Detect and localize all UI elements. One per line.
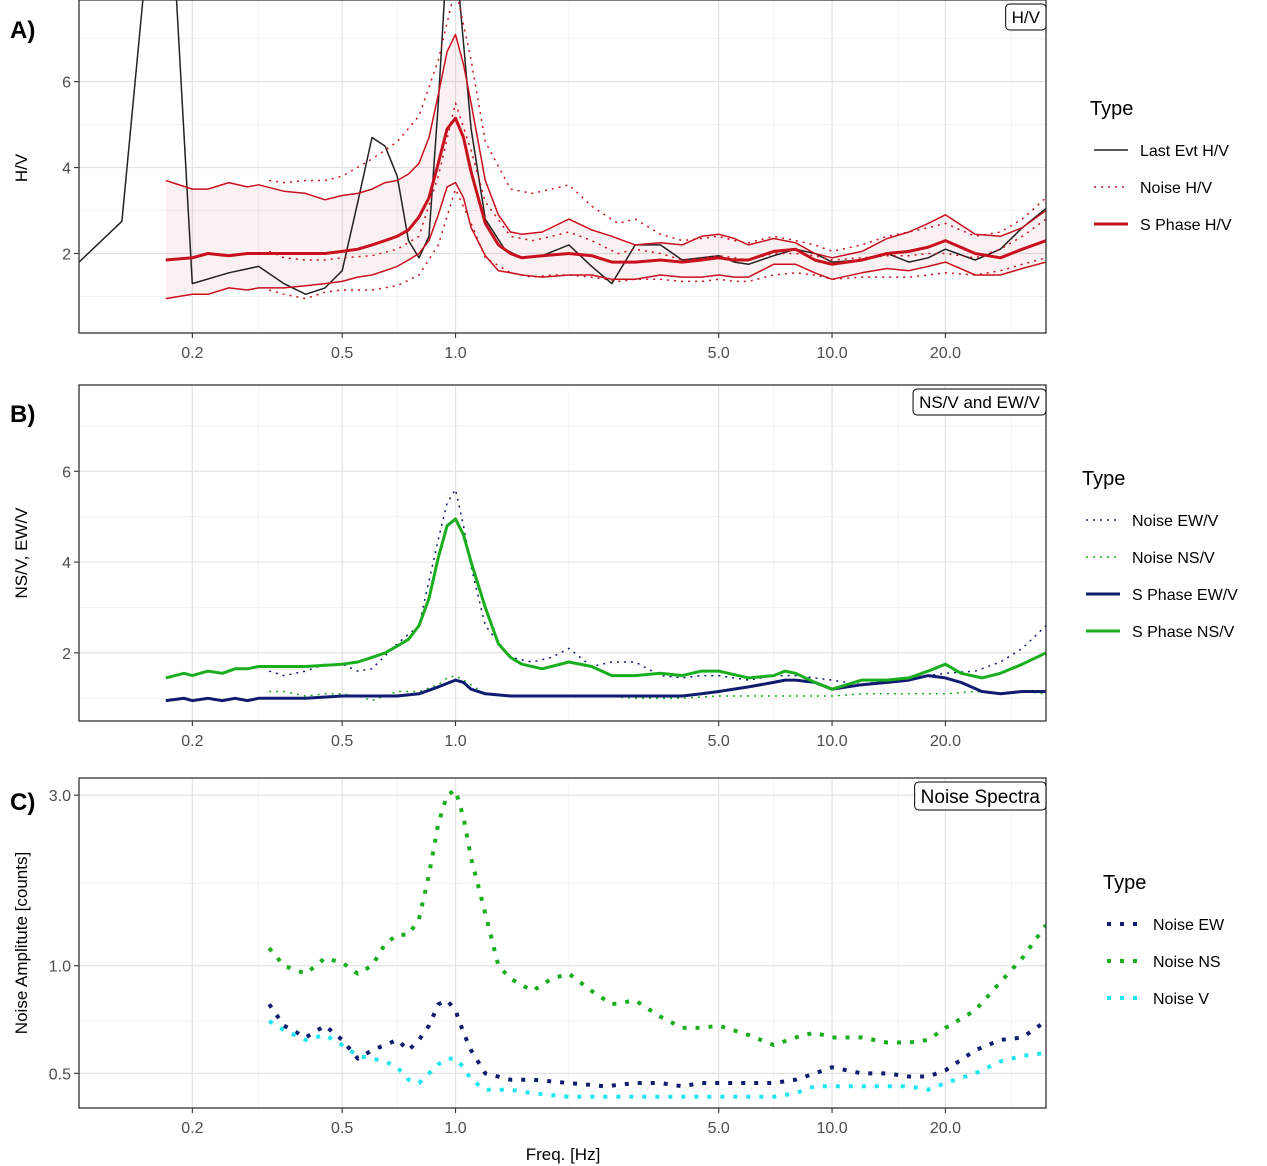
panel-3: 0.5 1.0 3.0 0.2 0.5 1.0 5.0 10.0 20.0 Noise Ampli… — [10, 777, 1225, 1137]
legend-label: S Phase H/V — [1140, 217, 1232, 234]
legend-label: Last Evt H/V — [1140, 143, 1229, 160]
x-tick-label: 10.0 — [816, 733, 847, 750]
panel-border — [78, 0, 1047, 334]
panel-title: H/V — [1012, 8, 1041, 27]
plot-area — [79, 385, 1046, 721]
legend-label: Noise H/V — [1140, 180, 1212, 197]
y-tick-label: 1.0 — [49, 959, 71, 976]
series-noise-h-v-lower — [268, 188, 1046, 300]
panel-2: 2 4 6 0.2 0.5 1.0 5.0 10.0 20.0 NS/V, EW/V B) NS/V … — [10, 384, 1238, 750]
legend-title: Type — [1082, 468, 1125, 490]
panel-tag: C) — [10, 789, 35, 816]
legend-title: Type — [1090, 98, 1133, 120]
x-tick-label: 5.0 — [708, 1120, 730, 1137]
y-tick-label: 0.5 — [49, 1066, 71, 1083]
panel-title: NS/V and EW/V — [919, 393, 1041, 412]
y-axis-label: Noise Amplitute [counts] — [12, 852, 31, 1034]
panel-title-box — [914, 781, 1047, 811]
series-s-phase-h-v — [165, 116, 1046, 266]
series-noise-ew — [267, 998, 1046, 1089]
series-s-phase-ew-v — [165, 674, 1046, 703]
x-tick-label: 1.0 — [444, 345, 466, 362]
panel-border — [78, 384, 1047, 722]
y-tick-label: 4 — [62, 555, 71, 572]
x-tick-label: 5.0 — [708, 733, 730, 750]
panel-tag: B) — [10, 401, 35, 428]
y-tick-label: 2 — [62, 646, 71, 663]
x-tick-label: 10.0 — [816, 345, 847, 362]
plot-area — [79, 778, 1046, 1108]
legend-label: S Phase EW/V — [1132, 587, 1238, 604]
x-tick-label: 0.5 — [331, 1120, 353, 1137]
x-tick-label: 20.0 — [930, 1120, 961, 1137]
x-tick-label: 20.0 — [930, 733, 961, 750]
legend-label: Noise V — [1153, 991, 1209, 1008]
x-tick-label: 10.0 — [816, 1120, 847, 1137]
legend-label: Noise EW/V — [1132, 513, 1219, 530]
legend: Type Noise EW Noise NS Noise V — [1103, 872, 1225, 1008]
panel-title-box — [1005, 3, 1047, 31]
plot-series — [267, 788, 1046, 1099]
x-tick-label: 0.5 — [331, 733, 353, 750]
legend-label: Noise NS — [1153, 954, 1221, 971]
x-tick-label: 0.5 — [331, 345, 353, 362]
panel-title-box — [912, 388, 1047, 416]
series-noise-ns-v — [269, 674, 1046, 702]
x-tick-label: 0.2 — [181, 345, 203, 362]
legend: Type Last Evt H/V Noise H/V S Phase H/V — [1090, 98, 1232, 234]
plot-series — [79, 0, 1046, 300]
legend-label: Noise NS/V — [1132, 550, 1215, 567]
x-tick-label: 5.0 — [708, 345, 730, 362]
y-tick-label: 2 — [62, 247, 71, 264]
series-noise-h-v — [268, 102, 1046, 261]
panel-1: 2 4 6 0.2 0.5 1.0 5.0 10.0 20.0 H/V A) H/V Type Last … — [10, 0, 1232, 362]
y-axis-label: H/V — [12, 153, 31, 182]
x-tick-label: 0.2 — [181, 733, 203, 750]
band-s-phase-h-v — [165, 34, 1046, 299]
x-tick-label: 0.2 — [181, 1120, 203, 1137]
plot-area — [79, 0, 1046, 333]
y-tick-label: 6 — [62, 75, 71, 92]
series-s-phase-ns-v — [165, 517, 1046, 691]
panel-tag: A) — [10, 17, 35, 44]
x-tick-label: 1.0 — [444, 733, 466, 750]
y-axis-label: NS/V, EW/V — [12, 507, 31, 599]
legend-title: Type — [1103, 872, 1146, 894]
legend-label: Noise EW — [1153, 917, 1225, 934]
series-s-phase-h-v-upper — [165, 33, 1046, 259]
y-tick-label: 3.0 — [49, 788, 71, 805]
panel-title: Noise Spectra — [921, 787, 1041, 808]
y-tick-label: 6 — [62, 464, 71, 481]
series-noise-ns — [267, 788, 1046, 1047]
x-tick-label: 1.0 — [444, 1120, 466, 1137]
plot-series — [165, 488, 1046, 703]
legend: Type Noise EW/V Noise NS/V S Phase EW/V S Ph… — [1082, 468, 1238, 641]
x-tick-label: 20.0 — [930, 345, 961, 362]
panel-border — [78, 777, 1047, 1109]
legend-label: S Phase NS/V — [1132, 624, 1235, 641]
series-s-phase-h-v-lower — [165, 181, 1046, 300]
x-axis-label: Freq. [Hz] — [526, 1145, 601, 1164]
y-tick-label: 4 — [62, 161, 71, 178]
